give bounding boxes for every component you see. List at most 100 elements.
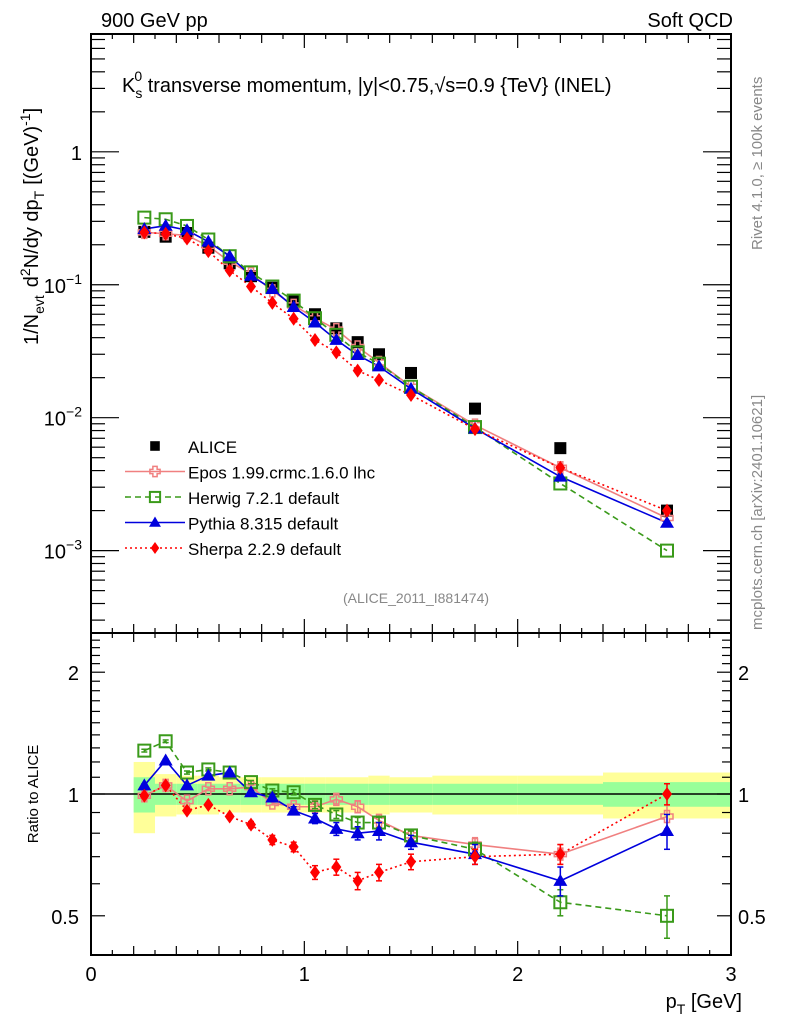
ratio-point-herwig: [158, 734, 173, 749]
ratio-point-pythia: [137, 778, 152, 791]
main-point-sherpa: [288, 311, 299, 326]
main-point-sherpa: [160, 226, 171, 241]
y-tick-exp: −3: [66, 537, 82, 553]
ratio-point-sherpa: [182, 803, 192, 818]
y-tick-exp: −1: [66, 271, 82, 287]
ylabel-c: N/dy dp: [21, 199, 43, 268]
main-point-sherpa: [182, 231, 192, 246]
ratio-point-pythia: [553, 873, 568, 886]
ratio-point-herwig: [660, 908, 674, 923]
ratio-point-sherpa: [374, 865, 384, 880]
ratio-point-pythia: [329, 821, 344, 834]
ratio-point-pythia: [158, 753, 173, 766]
ratio-point-sherpa: [224, 809, 235, 824]
ratio-point-herwig: [286, 785, 301, 800]
y-axis-label: 1/Nevt d2N/dy dpT [(GeV)-1]: [17, 108, 47, 345]
ylabel-d: [(GeV): [21, 126, 43, 185]
ratio-point-pythia: [286, 803, 301, 816]
ratio-point-sherpa: [406, 854, 416, 869]
legend-marker-alice: [150, 441, 160, 451]
header-left: 900 GeV pp: [101, 10, 208, 32]
ylabel-a-sub: evt: [31, 295, 47, 314]
main-point-pythia: [180, 223, 194, 236]
ratio-point-pythia: [404, 835, 418, 848]
ratio-point-sherpa: [160, 778, 171, 793]
x-tick-label: 2: [512, 964, 523, 986]
ratio-point-sherpa: [139, 788, 150, 803]
y-tick-exp: −2: [66, 404, 82, 420]
ratio-point-sherpa: [555, 847, 566, 862]
ratio-point-pythia: [222, 765, 237, 778]
main-point-pythia: [660, 515, 674, 528]
ratio-point-pythia: [350, 826, 365, 839]
ratio-point-pythia: [308, 811, 322, 824]
main-point-sherpa: [224, 263, 235, 278]
main-point-alice: [405, 366, 417, 379]
ylabel-e: ]: [21, 108, 43, 114]
main-point-sherpa: [246, 279, 256, 294]
y-tick-label: 1: [71, 143, 82, 165]
main-point-alice: [554, 442, 567, 455]
main-plot-frame: [90, 33, 732, 634]
plot-title-sup: 0: [134, 68, 142, 84]
main-point-sherpa: [352, 363, 363, 378]
ratio-series-line-3: [143, 784, 668, 882]
header-right: Soft QCD: [647, 10, 733, 32]
main-point-pythia: [265, 281, 280, 294]
ratio-point-sherpa: [331, 860, 342, 875]
legend-entry: Epos 1.99.crmc.1.6.0 lhc: [125, 464, 376, 483]
ratio-point-pythia: [265, 790, 280, 803]
ratio-point-epos: [222, 782, 237, 796]
ratio-series-line-2: [143, 759, 668, 882]
main-point-sherpa: [310, 333, 320, 348]
main-point-pythia: [329, 332, 344, 345]
ratio-point-pythia: [372, 824, 386, 837]
ratio-point-pythia: [180, 778, 194, 791]
ratio-series-line-1: [144, 740, 668, 917]
main-point-sherpa: [662, 503, 672, 518]
main-point-pythia: [308, 315, 322, 328]
main-point-pythia: [404, 381, 418, 394]
legend-label: Herwig 7.2.1 default: [188, 489, 339, 508]
ratio-point-epos: [329, 792, 344, 807]
main-series-line-1: [144, 231, 668, 519]
legend-marker-sherpa: [150, 542, 160, 554]
legend-label: Epos 1.99.crmc.1.6.0 lhc: [188, 464, 376, 483]
main-point-sherpa: [267, 295, 278, 310]
ylabel-c-sub: T: [31, 190, 47, 199]
main-point-sherpa: [331, 345, 342, 360]
main-point-sherpa: [203, 244, 214, 259]
main-point-sherpa: [374, 373, 384, 388]
legend-entry: Pythia 8.315 default: [125, 515, 339, 534]
main-point-sherpa: [555, 460, 566, 475]
ratio-point-herwig: [137, 743, 152, 758]
y-tick-label: 10−3: [44, 537, 82, 564]
ylabel-b-sup: 2: [17, 268, 33, 276]
ratio-point-epos: [350, 800, 365, 814]
xlabel-unit: [GeV]: [685, 991, 742, 1013]
series-lines: [143, 216, 668, 917]
xlabel-p: p: [666, 991, 677, 1013]
ratio-point-sherpa: [310, 865, 320, 880]
xlabel-sub: T: [677, 1001, 686, 1017]
main-point-pythia: [201, 234, 216, 247]
y-tick-base: 10: [44, 409, 66, 431]
ratio-point-pythia: [201, 768, 216, 781]
legend-label: ALICE: [188, 438, 237, 457]
main-point-pythia: [222, 249, 237, 262]
ratio-y-tick-label-left: 0.5: [51, 907, 79, 929]
series-markers: [137, 210, 674, 940]
ratio-point-herwig: [329, 807, 344, 822]
legend-marker-epos: [149, 465, 161, 478]
ylabel-b: d: [21, 276, 43, 287]
main-point-pythia: [244, 268, 258, 281]
plot-title: Ks0 transverse momentum, |y|<0.75,√s=0.9…: [122, 68, 612, 101]
legend-label: Pythia 8.315 default: [188, 515, 339, 534]
rivet-label: Rivet 4.1.0, ≥ 100k events: [749, 77, 766, 250]
ratio-point-sherpa: [288, 839, 299, 854]
ratio-y-tick-label-right: 2: [738, 663, 749, 685]
ratio-y-axis-label: Ratio to ALICE: [25, 745, 42, 843]
main-point-pythia: [372, 359, 386, 372]
y-tick-label: 10−1: [44, 271, 82, 298]
